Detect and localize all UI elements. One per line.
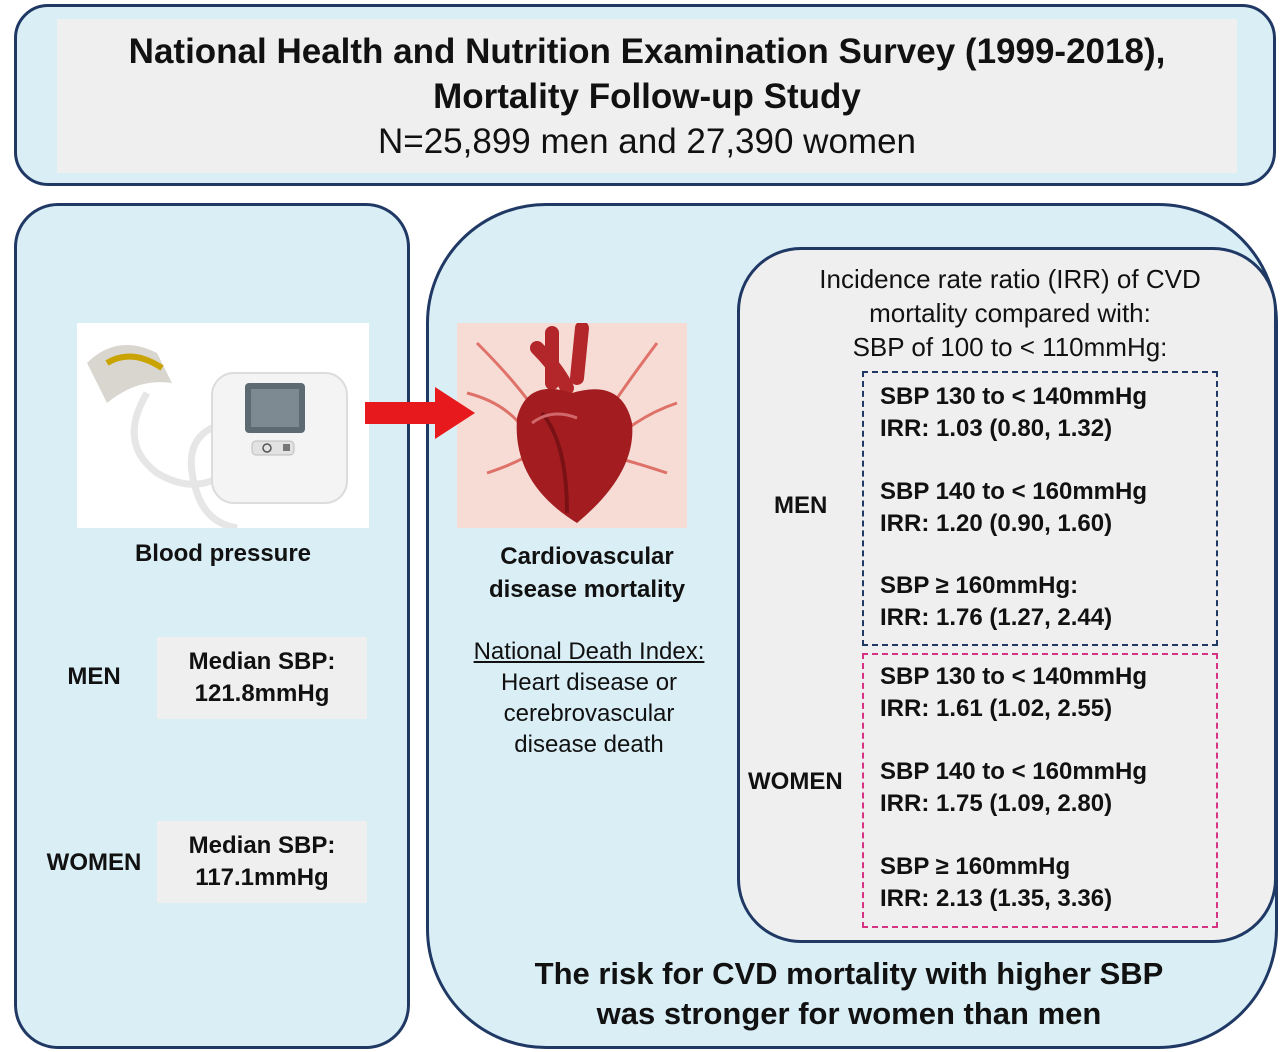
irr-men-label: MEN [774,492,828,519]
men-irr-value: IRR: 1.20 (0.90, 1.60) [880,510,1113,537]
women-sbp-range: SBP 130 to < 140mmHg [880,663,1148,690]
men-median-sbp-box: Median SBP: 121.8mmHg [157,637,367,719]
women-sbp-range: SBP 140 to < 160mmHg [880,758,1148,785]
title-line-1: National Health and Nutrition Examinatio… [128,31,1166,71]
ndi-line-2: cerebrovascular [503,700,675,727]
men-median-value: 121.8mmHg [194,680,330,707]
irr-results-box: Incidence rate ratio (IRR) of CVD mortal… [737,247,1277,943]
right-arrow-icon [365,387,475,439]
men-irr-value: IRR: 1.76 (1.27, 2.44) [880,604,1113,631]
women-median-label: Median SBP: [188,832,336,859]
irr-women-label: WOMEN [748,768,843,795]
women-irr-group: SBP 130 to < 140mmHg IRR: 1.61 (1.02, 2.… [862,653,1218,928]
women-sbp-range: SBP ≥ 160mmHg [880,853,1071,880]
women-irr-value: IRR: 1.61 (1.02, 2.55) [880,695,1113,722]
blood-pressure-panel: Blood pressure MEN Median SBP: 121.8mmHg… [14,203,410,1049]
conclusion-line-2: was stronger for women than men [596,996,1102,1031]
men-label: MEN [67,663,121,690]
women-irr-value: IRR: 1.75 (1.09, 2.80) [880,790,1113,817]
men-sbp-range: SBP 140 to < 160mmHg [880,478,1148,505]
women-irr-entry-2: SBP 140 to < 160mmHg IRR: 1.75 (1.09, 2.… [880,756,1147,820]
ndi-title: National Death Index: [473,638,705,665]
women-median-sbp-box: Median SBP: 117.1mmHg [157,821,367,903]
men-irr-entry-2: SBP 140 to < 160mmHg IRR: 1.20 (0.90, 1.… [880,476,1147,540]
blood-pressure-monitor-icon [77,323,369,528]
cvd-caption-line-1: Cardiovascular [500,543,674,570]
header-panel: National Health and Nutrition Examinatio… [14,4,1276,186]
cvd-caption-line-2: disease mortality [488,576,686,603]
irr-title-line-3: SBP of 100 to < 110mmHg: [852,332,1168,362]
cvd-mortality-panel: Cardiovascular disease mortality Nationa… [426,203,1278,1049]
ndi-line-1: Heart disease or [500,669,678,696]
ndi-line-3: disease death [514,731,664,758]
blood-pressure-caption: Blood pressure [134,540,312,567]
men-irr-entry-3: SBP ≥ 160mmHg: IRR: 1.76 (1.27, 2.44) [880,570,1112,634]
women-irr-entry-1: SBP 130 to < 140mmHg IRR: 1.61 (1.02, 2.… [880,661,1147,725]
sample-size: N=25,899 men and 27,390 women [377,121,917,161]
cvd-mortality-caption: Cardiovascular disease mortality [457,540,717,606]
irr-title: Incidence rate ratio (IRR) of CVD mortal… [760,262,1260,364]
women-irr-value: IRR: 2.13 (1.35, 3.36) [880,885,1113,912]
conclusion-line-1: The risk for CVD mortality with higher S… [534,956,1164,991]
title-line-2: Mortality Follow-up Study [433,76,861,116]
women-label: WOMEN [46,849,142,876]
conclusion: The risk for CVD mortality with higher S… [469,954,1229,1034]
men-median-label: Median SBP: [188,648,336,675]
header-title-block: National Health and Nutrition Examinatio… [57,19,1237,173]
women-median-value: 117.1mmHg [195,864,329,891]
irr-title-line-2: mortality compared with: [869,298,1151,328]
men-irr-group: SBP 130 to < 140mmHg IRR: 1.03 (0.80, 1.… [862,371,1218,646]
men-irr-entry-1: SBP 130 to < 140mmHg IRR: 1.03 (0.80, 1.… [880,381,1147,445]
women-irr-entry-3: SBP ≥ 160mmHg IRR: 2.13 (1.35, 3.36) [880,851,1112,915]
men-sbp-range: SBP ≥ 160mmHg: [880,572,1079,599]
men-sbp-range: SBP 130 to < 140mmHg [880,383,1148,410]
irr-title-line-1: Incidence rate ratio (IRR) of CVD [819,264,1201,294]
heart-icon [457,323,687,528]
men-irr-value: IRR: 1.03 (0.80, 1.32) [880,415,1113,442]
national-death-index-note: National Death Index: Heart disease or c… [449,636,729,760]
